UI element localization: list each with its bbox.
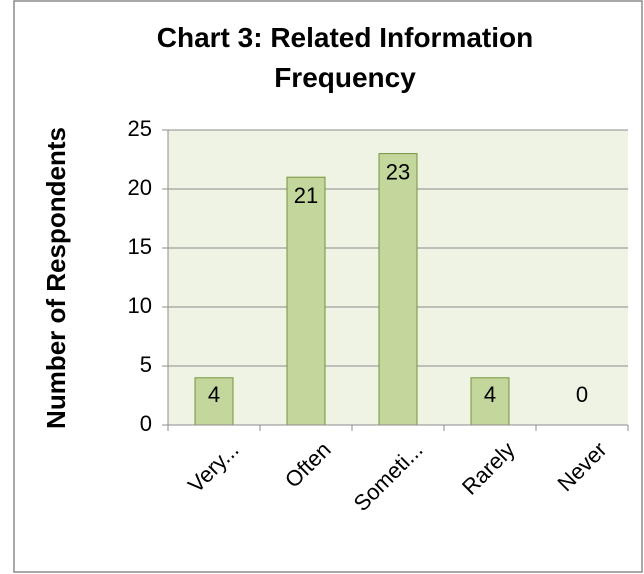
y-axis-label: Number of Respondents xyxy=(41,127,71,429)
y-tick-label: 25 xyxy=(128,116,152,141)
data-label: 0 xyxy=(576,382,588,407)
data-label: 21 xyxy=(294,183,318,208)
bar xyxy=(286,176,326,426)
y-tick-label: 5 xyxy=(140,352,152,377)
y-tick-label: 20 xyxy=(128,175,152,200)
y-tick-label: 0 xyxy=(140,411,152,436)
data-label: 4 xyxy=(208,382,220,407)
bar xyxy=(378,153,418,426)
data-label: 4 xyxy=(484,382,496,407)
chart-title: Chart 3: Related Information Frequency xyxy=(156,22,534,93)
y-tick-label: 15 xyxy=(128,234,152,259)
bar xyxy=(470,377,510,426)
y-tick-label: 10 xyxy=(128,293,152,318)
data-label: 23 xyxy=(386,159,410,184)
